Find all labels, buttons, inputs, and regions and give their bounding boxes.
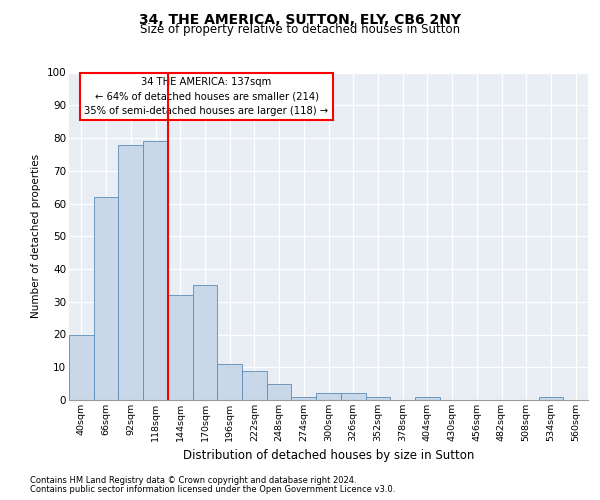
Bar <box>365 396 390 400</box>
Bar <box>69 334 94 400</box>
Y-axis label: Number of detached properties: Number of detached properties <box>31 154 41 318</box>
Text: Contains public sector information licensed under the Open Government Licence v3: Contains public sector information licen… <box>30 485 395 494</box>
Text: 34 THE AMERICA: 137sqm
← 64% of detached houses are smaller (214)
35% of semi-de: 34 THE AMERICA: 137sqm ← 64% of detached… <box>85 78 329 116</box>
Bar <box>267 384 292 400</box>
Bar <box>143 142 168 400</box>
Text: Size of property relative to detached houses in Sutton: Size of property relative to detached ho… <box>140 22 460 36</box>
Bar <box>316 394 341 400</box>
Bar <box>341 394 365 400</box>
Bar <box>217 364 242 400</box>
X-axis label: Distribution of detached houses by size in Sutton: Distribution of detached houses by size … <box>183 450 474 462</box>
Bar <box>242 370 267 400</box>
Text: Contains HM Land Registry data © Crown copyright and database right 2024.: Contains HM Land Registry data © Crown c… <box>30 476 356 485</box>
Bar <box>94 197 118 400</box>
Bar <box>118 144 143 400</box>
Bar <box>539 396 563 400</box>
Bar <box>292 396 316 400</box>
Bar <box>168 295 193 400</box>
Bar <box>415 396 440 400</box>
Text: 34, THE AMERICA, SUTTON, ELY, CB6 2NY: 34, THE AMERICA, SUTTON, ELY, CB6 2NY <box>139 12 461 26</box>
Bar <box>193 286 217 400</box>
